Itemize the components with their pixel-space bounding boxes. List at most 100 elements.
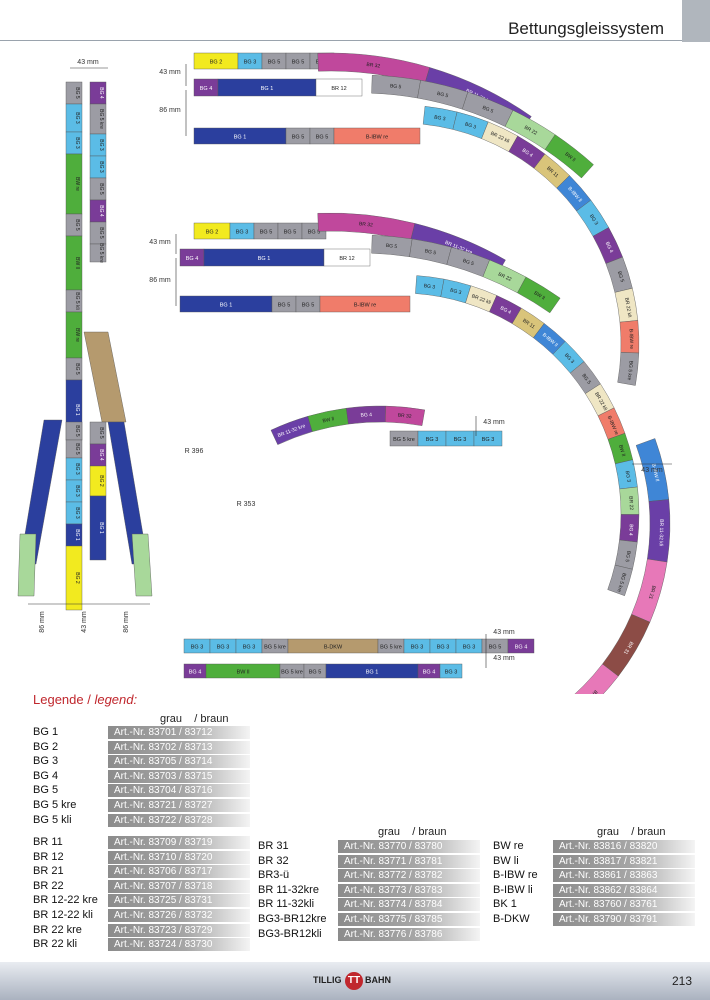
track-piece-label: BG 4	[98, 205, 104, 217]
legend-row: BR 11-32kli Art.-Nr. 83774 / 83784	[258, 898, 488, 912]
track-piece-label: BW re	[74, 177, 80, 191]
track-piece: BG 1	[203, 248, 325, 267]
track-piece: BG 3	[235, 638, 263, 654]
legend-col-head-1: grau / braun	[160, 713, 229, 725]
track-piece: BR 31	[602, 614, 651, 677]
legend-item-article: Art.-Nr. 83702 / 83713	[108, 740, 250, 754]
track-piece: BG 5	[271, 295, 297, 313]
track-piece-label: BG 3	[74, 507, 80, 519]
page-title: Bettungsgleissystem	[508, 19, 664, 38]
track-piece: BG 1	[89, 495, 107, 561]
legend-item-article: Art.-Nr. 83705 / 83714	[108, 755, 250, 769]
legend-row: BR 31 Art.-Nr. 83770 / 83780	[258, 840, 488, 854]
track-piece: BR 22 kli	[614, 287, 639, 323]
legend-item-article: Art.-Nr. 83726 / 83732	[108, 909, 250, 922]
track-piece-label: BG 2	[210, 60, 223, 66]
track-piece-label: BG 1	[366, 670, 379, 676]
track-piece: BG 5	[605, 256, 633, 293]
legend-item-name: BG 5 kre	[33, 799, 77, 811]
legend-item-article: Art.-Nr. 83816 / 83820	[553, 840, 695, 853]
legend-item-article: Art.-Nr. 83722 / 83728	[108, 813, 250, 827]
legend-row: BR 11-32kre Art.-Nr. 83773 / 83783	[258, 883, 488, 898]
track-piece-label: BG 4	[515, 645, 528, 651]
track-piece: BG 1	[65, 523, 83, 547]
track-piece: BG 5	[65, 81, 83, 105]
legend-row: B-IBW li Art.-Nr. 83862 / 83864	[493, 883, 703, 898]
track-piece-label: BG 1	[98, 522, 104, 534]
track-piece: BG 3	[552, 341, 585, 374]
track-piece: BG 4	[179, 248, 205, 267]
track-piece-label: BG 4	[200, 86, 213, 92]
track-piece: BG 3	[65, 131, 83, 155]
track-piece: BG 3	[473, 430, 503, 447]
track-piece-label: BG 5 kli	[74, 292, 80, 310]
dimension-label: 43 mm	[77, 59, 99, 66]
track-piece: BR 21	[574, 663, 619, 694]
track-piece-label: BG 5 kre	[626, 360, 634, 380]
track-piece: BG 3	[65, 501, 83, 525]
legend-row: BG 2 Art.-Nr. 83702 / 83713	[33, 740, 258, 755]
track-piece-body	[607, 564, 633, 596]
track-piece: BG 3	[65, 103, 83, 133]
legend-row: BG 5 kre Art.-Nr. 83721 / 83727	[33, 799, 258, 813]
track-piece: B-IBW ll	[556, 175, 592, 212]
legend-row: BG3-BR12kli Art.-Nr. 83776 / 83786	[258, 927, 488, 942]
track-piece: BG 4	[619, 514, 640, 543]
legend-item-name: BR 22 kli	[33, 938, 78, 951]
track-piece: BG 3	[429, 638, 457, 654]
track-piece: BG 5	[285, 127, 311, 145]
track-piece: B-IBW re	[319, 295, 411, 313]
legend-row: BK 1 Art.-Nr. 83760 / 83761	[493, 898, 703, 912]
track-piece-label: BG 3	[243, 645, 256, 651]
track-piece-label: BG 3	[426, 437, 439, 443]
legend-item-article: Art.-Nr. 83773 / 83783	[338, 883, 480, 897]
track-piece-label: BR 22	[497, 272, 512, 283]
page-number: 213	[671, 974, 692, 988]
legend-row: BR 12-22 kre Art.-Nr. 83725 / 83731	[33, 894, 258, 908]
legend-item-article: Art.-Nr. 83703 / 83715	[108, 769, 250, 783]
track-piece: BG 3	[440, 278, 472, 304]
track-piece-body	[517, 276, 561, 314]
legend-row: BW li Art.-Nr. 83817 / 83821	[493, 854, 703, 869]
legend-item-name: BR 31	[258, 840, 289, 852]
track-piece: BR 11	[533, 153, 570, 189]
dimension-label: 43 mm	[149, 239, 171, 246]
legend-item-article: Art.-Nr. 83774 / 83784	[338, 898, 480, 912]
track-piece-label: BG 5	[309, 670, 322, 676]
branch-left	[19, 419, 63, 565]
track-piece-label: BG 2	[74, 572, 80, 584]
track-piece-body	[439, 663, 463, 679]
track-piece-label: BG 5	[292, 135, 305, 141]
track-piece-body	[333, 127, 421, 145]
legend-item-name: BR 11-32kli	[258, 898, 315, 911]
track-piece-label: B-IBW re	[354, 303, 376, 309]
legend-item-article: Art.-Nr. 83709 / 83719	[108, 836, 250, 849]
track-piece-label: BG 5	[268, 60, 281, 66]
track-piece-label: BG 3	[74, 112, 80, 124]
track-piece-label: BG 5	[308, 230, 321, 236]
branch-right-br22	[131, 533, 153, 597]
track-piece: BG 5	[89, 177, 107, 201]
track-piece: BG 4	[183, 663, 207, 679]
track-piece: BR 11-32 kli	[647, 499, 671, 563]
legend-row: B-IBW re Art.-Nr. 83861 / 83863	[493, 869, 703, 883]
track-piece-label: B-DKW	[324, 645, 343, 651]
legend-item-name: B-IBW li	[493, 883, 533, 896]
track-piece-label: BG 5	[436, 91, 449, 100]
legend-item-article: Art.-Nr. 83861 / 83863	[553, 869, 695, 883]
track-piece-label: BG 3	[624, 471, 632, 483]
track-piece: BG 5	[89, 221, 107, 245]
dimension-label: R 353	[237, 501, 256, 508]
dimension-label: 43 mm	[483, 419, 505, 426]
track-piece-label: BG 3	[244, 60, 257, 66]
track-piece-label: BG 3	[98, 139, 104, 151]
track-piece-label: BR 22	[627, 496, 634, 510]
track-piece-label: BG 5	[74, 219, 80, 231]
legend-item-article: Art.-Nr. 83862 / 83864	[553, 883, 695, 897]
track-piece-label: BW ll	[237, 670, 250, 676]
legend-item-name: B-IBW re	[493, 869, 538, 882]
track-piece-label: BG 5	[74, 87, 80, 99]
track-piece-label: BG 5	[260, 230, 273, 236]
logo-badge: TT	[345, 972, 363, 990]
track-piece-label: BR 11-32 kli	[658, 519, 665, 546]
